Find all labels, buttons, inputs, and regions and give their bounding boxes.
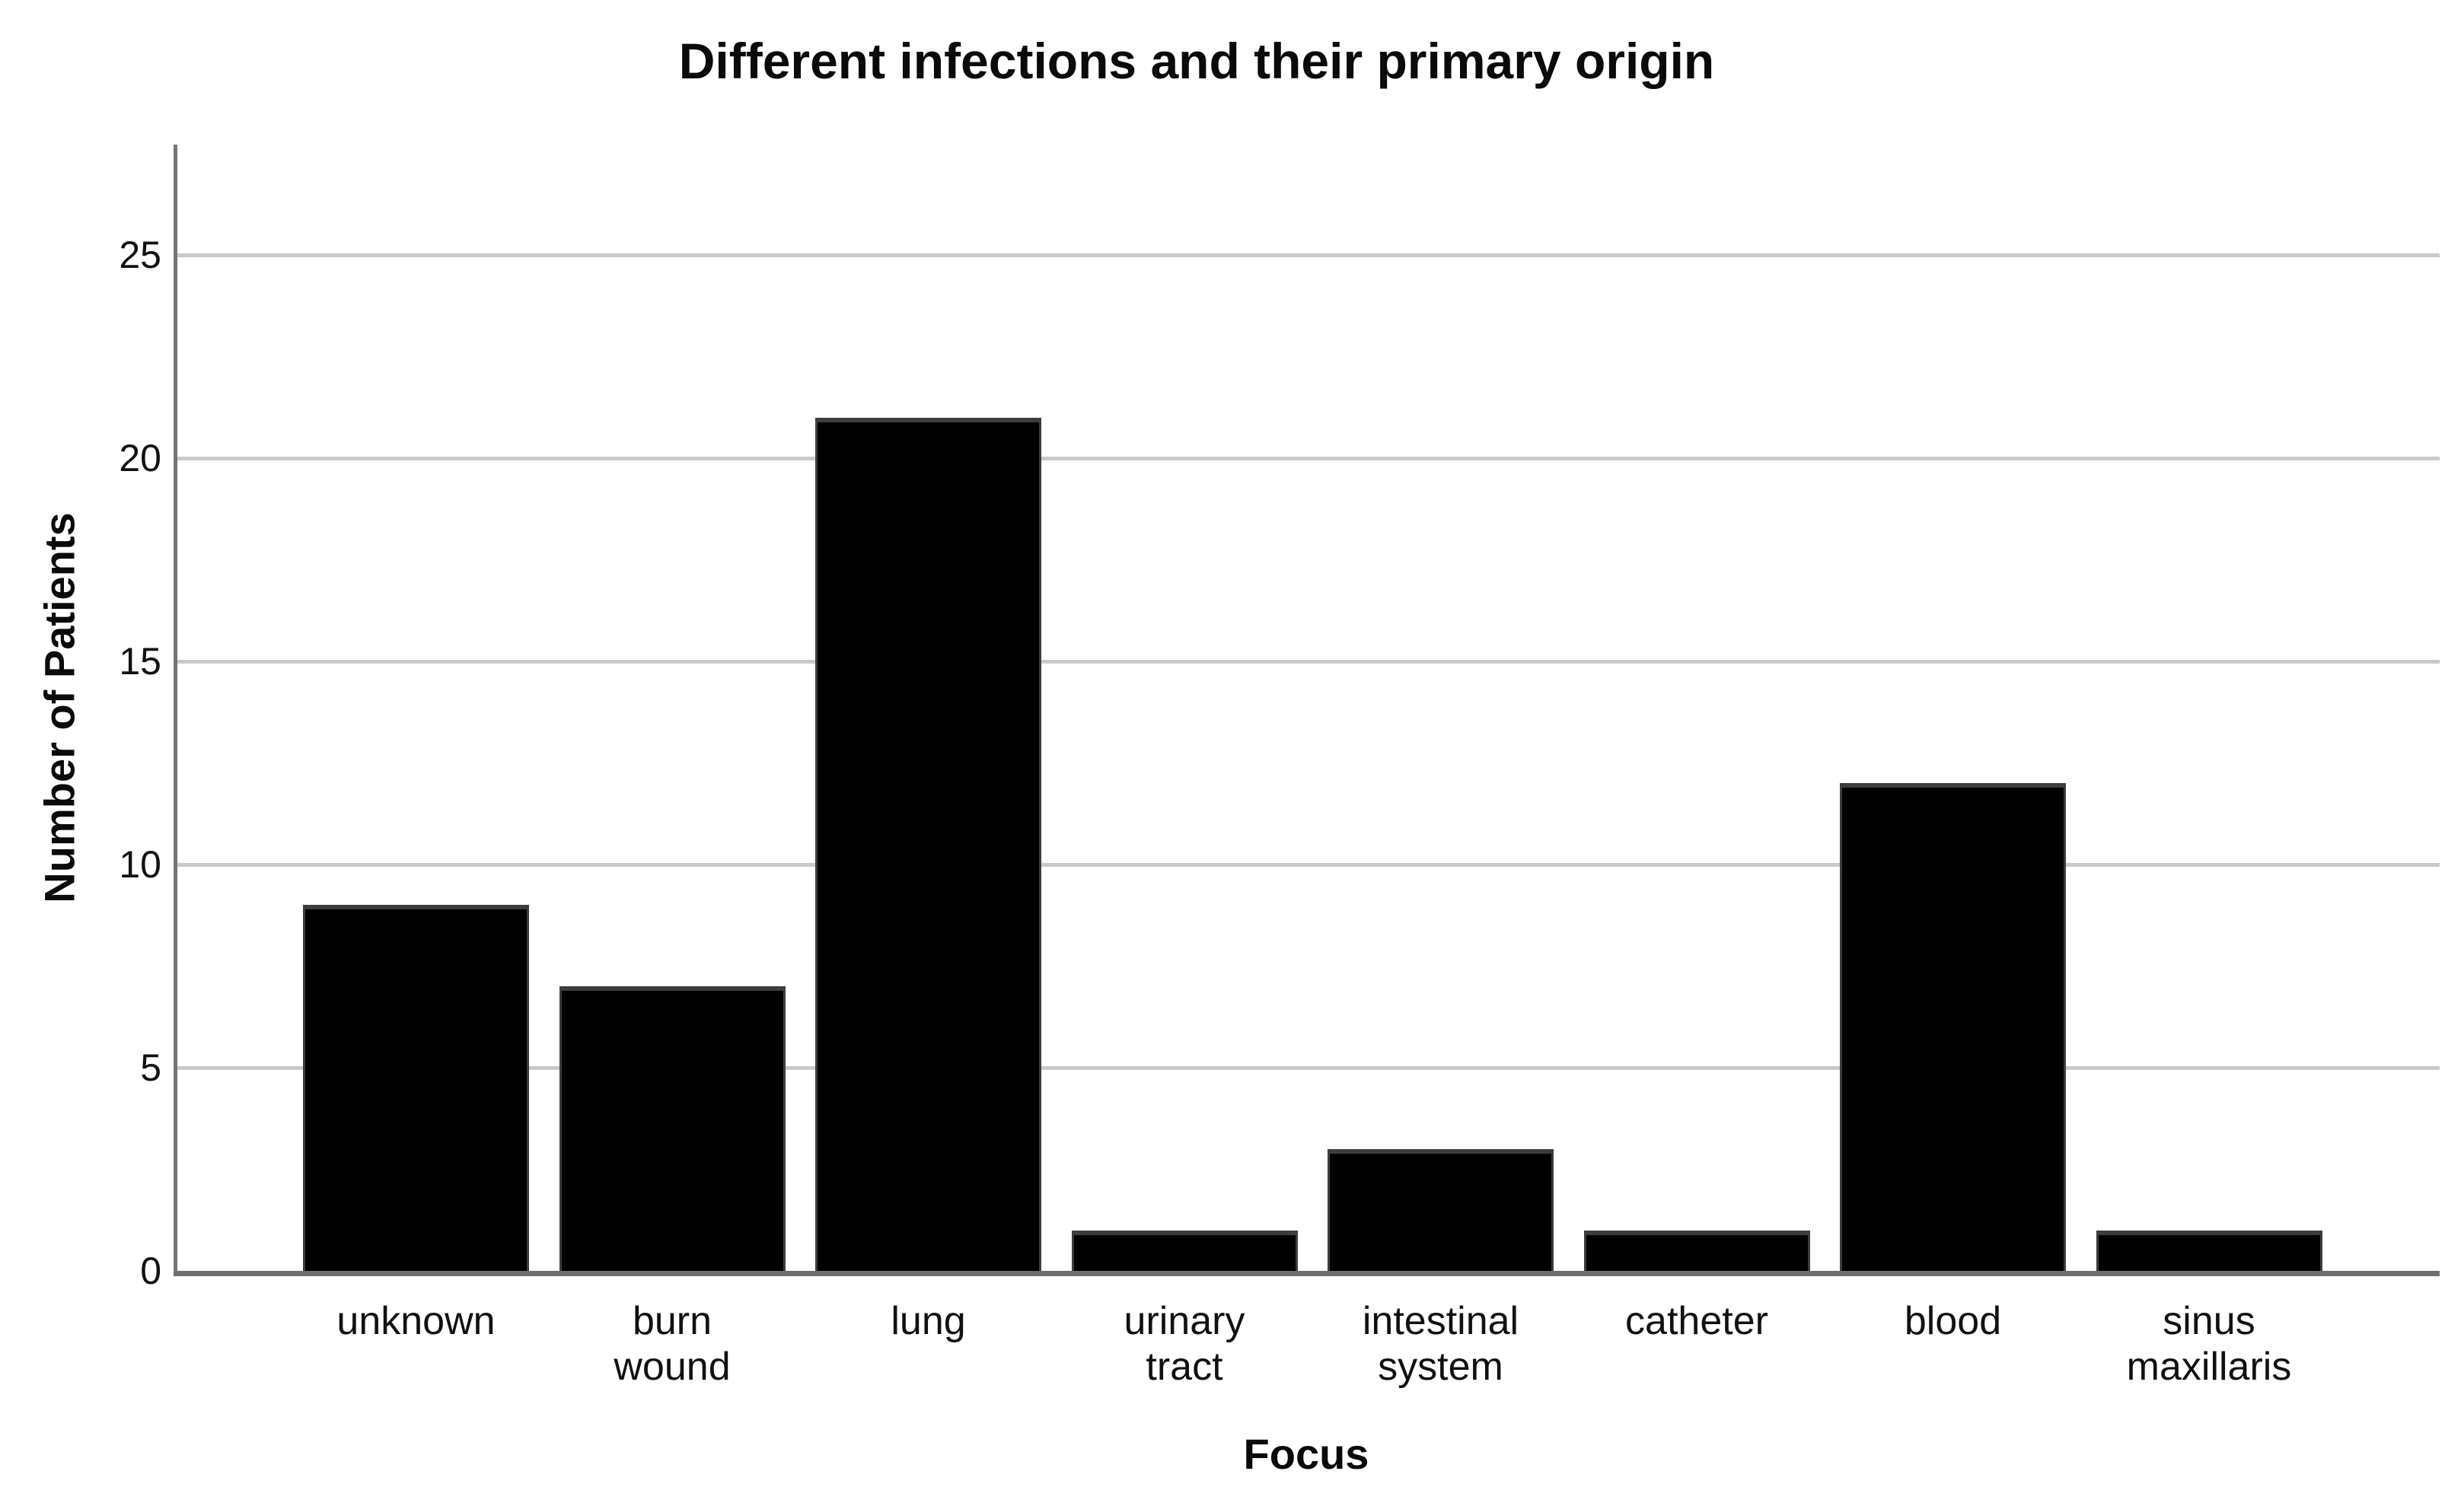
x-axis-line xyxy=(174,1271,2440,1276)
x-tick-label-blood: blood xyxy=(1904,1299,2002,1343)
bar-burn-wound xyxy=(559,986,786,1271)
bar-catheter xyxy=(1583,1230,1810,1271)
x-axis-title: Focus xyxy=(1243,1430,1369,1478)
y-tick-label-10: 10 xyxy=(119,843,161,886)
bar-urinary-tract xyxy=(1071,1230,1298,1271)
y-tick-label-20: 20 xyxy=(119,437,161,479)
y-axis-line xyxy=(174,145,177,1274)
y-tick-label-5: 5 xyxy=(140,1046,161,1089)
gridline-y-10 xyxy=(177,863,2440,867)
gridline-y-20 xyxy=(177,457,2440,460)
y-tick-label-25: 25 xyxy=(119,234,161,276)
x-tick-label-lung: lung xyxy=(891,1299,966,1343)
bar-blood xyxy=(1840,783,2066,1271)
chart-title: Different infections and their primary o… xyxy=(678,33,1715,89)
x-tick-label-catheter: catheter xyxy=(1625,1299,1768,1343)
bar-lung xyxy=(815,417,1041,1271)
bar-unknown xyxy=(303,905,529,1271)
x-tick-label-urinary-tract: urinary tract xyxy=(1124,1299,1245,1389)
bar-intestinal-system xyxy=(1328,1148,1554,1271)
y-tick-label-15: 15 xyxy=(119,640,161,683)
bar-sinus-maxillaris xyxy=(2096,1230,2322,1271)
x-tick-label-intestinal-system: intestinal system xyxy=(1362,1299,1519,1389)
x-tick-label-burn-wound: burn wound xyxy=(614,1299,731,1389)
y-tick-label-0: 0 xyxy=(140,1250,161,1292)
gridline-y-5 xyxy=(177,1066,2440,1070)
x-tick-label-unknown: unknown xyxy=(336,1299,496,1343)
x-tick-label-sinus-maxillaris: sinus maxillaris xyxy=(2126,1299,2292,1389)
gridline-y-15 xyxy=(177,660,2440,664)
gridline-y-25 xyxy=(177,253,2440,257)
